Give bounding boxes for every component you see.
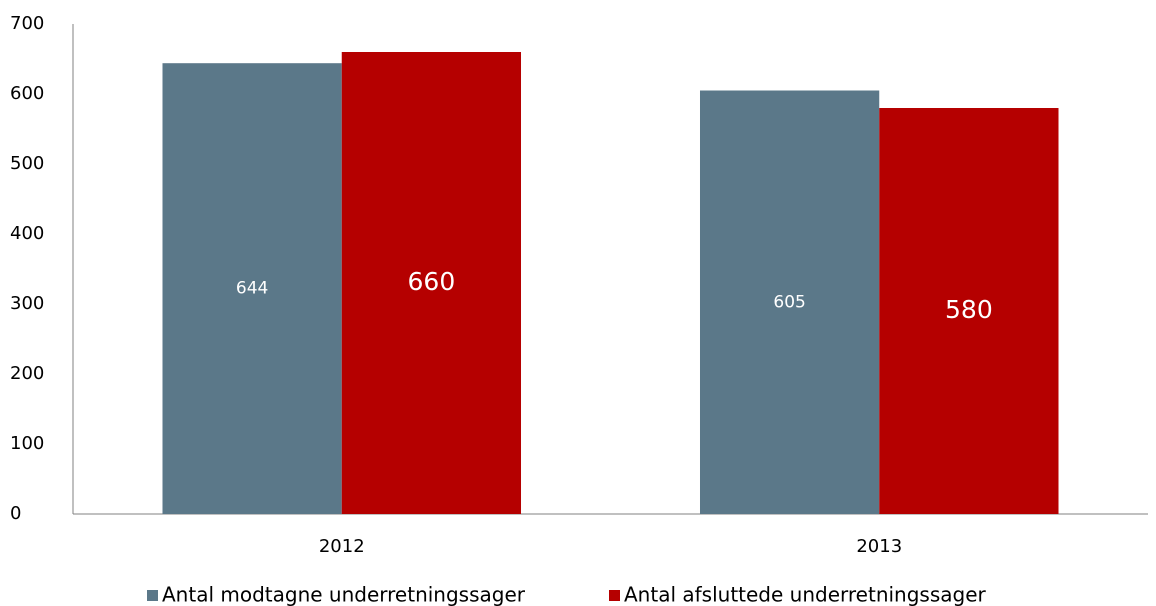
x-tick-label: 2012 — [319, 536, 365, 557]
legend-swatch — [609, 590, 620, 601]
bar — [879, 108, 1059, 514]
bar — [162, 63, 342, 514]
legend-label: Antal afsluttede underretningssager — [624, 583, 987, 606]
y-tick-label: 400 — [10, 223, 44, 244]
y-tick-label: 600 — [10, 83, 44, 104]
x-tick-label: 2013 — [856, 536, 902, 557]
data-label: 605 — [773, 292, 805, 312]
y-tick-label: 700 — [10, 13, 44, 34]
bar — [341, 52, 522, 514]
y-tick-label: 100 — [10, 433, 44, 454]
data-label: 644 — [236, 279, 268, 299]
legend-swatch — [147, 590, 158, 601]
y-tick-label: 0 — [10, 503, 21, 524]
legend-label: Antal modtagne underretningssager — [162, 583, 526, 606]
data-label: 660 — [408, 267, 456, 296]
y-tick-label: 300 — [10, 293, 44, 314]
data-label: 580 — [945, 295, 993, 324]
y-tick-label: 200 — [10, 363, 44, 384]
y-tick-label: 500 — [10, 153, 44, 174]
bar — [699, 90, 880, 514]
